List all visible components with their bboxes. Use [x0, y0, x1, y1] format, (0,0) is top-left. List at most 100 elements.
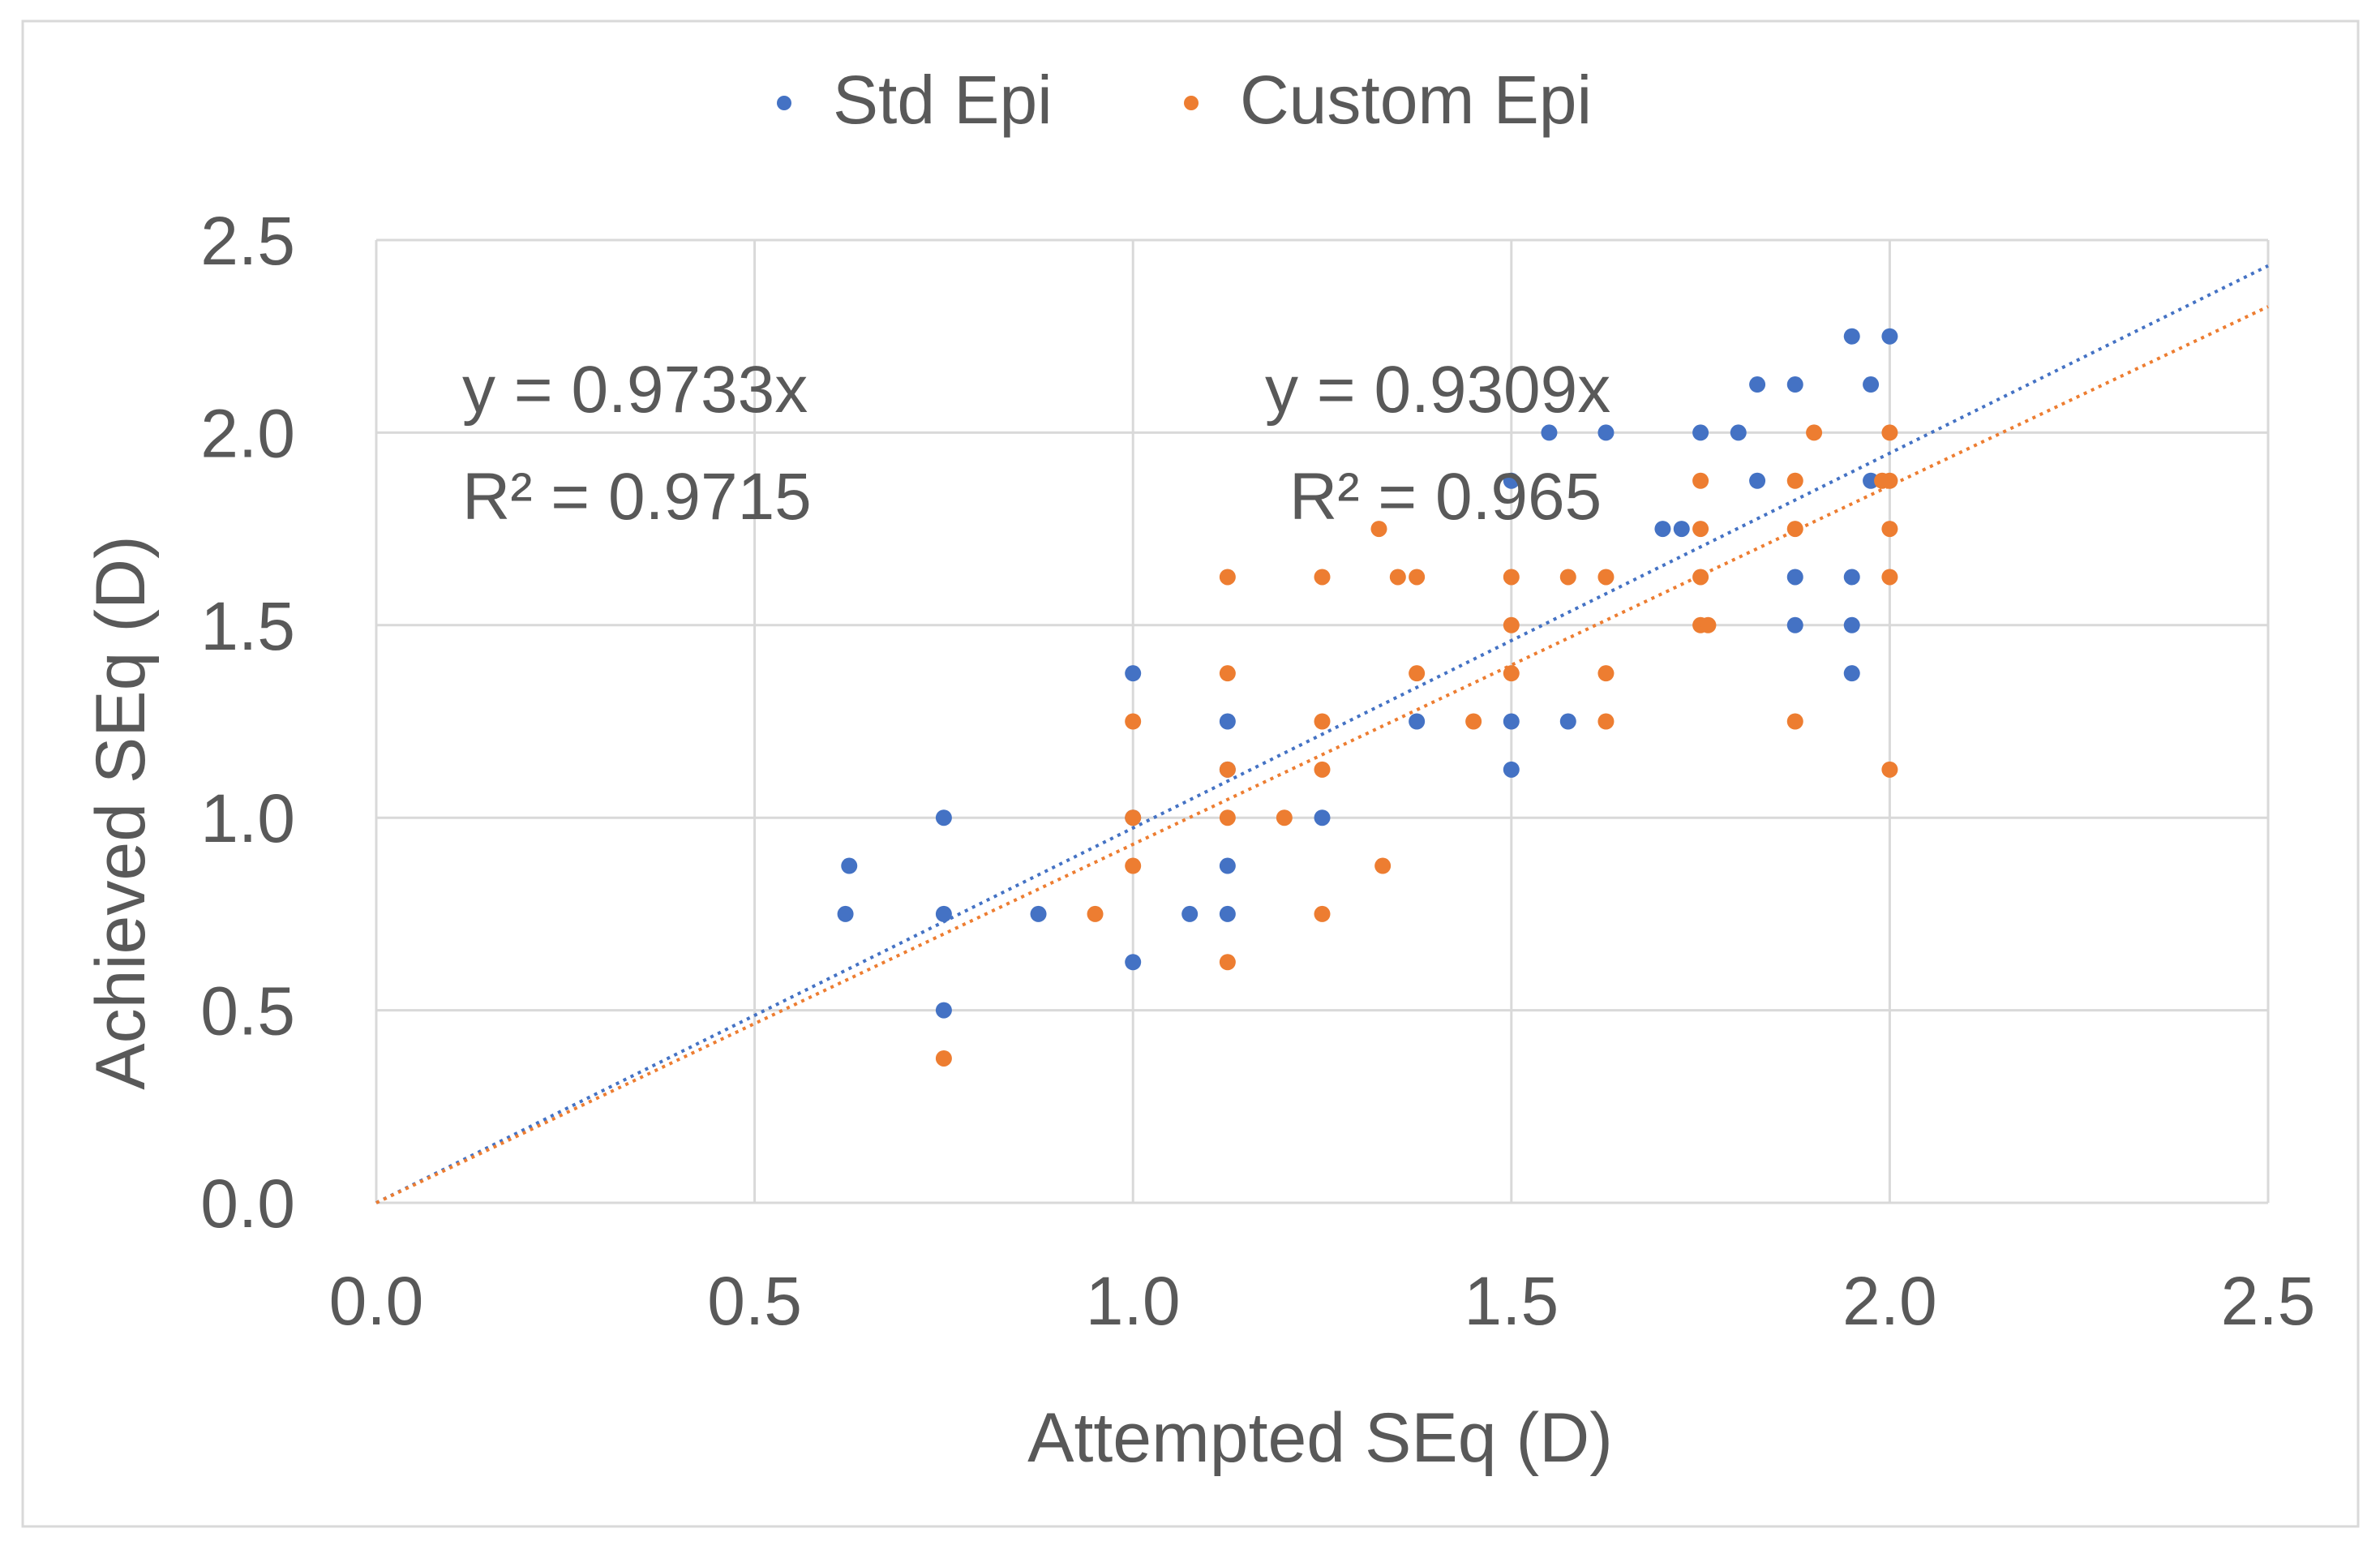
point-std-epi [1843, 665, 1860, 682]
point-custom-epi [1374, 857, 1392, 874]
point-custom-epi [1874, 472, 1891, 489]
x-axis-title: Attempted SEq (D) [1027, 1399, 1613, 1477]
point-custom-epi [1786, 713, 1803, 730]
point-std-epi [1749, 376, 1766, 393]
point-custom-epi [1409, 665, 1426, 682]
legend-label-std-epi: Std Epi [833, 62, 1053, 138]
legend: Std Epi Custom Epi [777, 62, 1592, 138]
point-std-epi [1030, 905, 1047, 922]
point-custom-epi [1503, 665, 1520, 682]
x-tick-label: 0.5 [707, 1263, 802, 1339]
point-custom-epi [1692, 521, 1709, 538]
point-std-epi [1843, 569, 1860, 586]
point-std-epi [1597, 424, 1615, 441]
point-custom-epi [1692, 569, 1709, 586]
point-custom-epi [1806, 424, 1823, 441]
point-custom-epi [1503, 616, 1520, 633]
legend-marker-custom-epi [1184, 96, 1199, 110]
legend-marker-std-epi [777, 96, 791, 110]
y-tick-label: 2.5 [200, 203, 295, 279]
point-custom-epi [1314, 713, 1331, 730]
point-custom-epi [1370, 521, 1387, 538]
point-custom-epi [1125, 713, 1142, 730]
point-custom-epi [1314, 761, 1331, 778]
x-tick-label: 2.5 [2221, 1263, 2316, 1339]
point-custom-epi [1692, 472, 1709, 489]
point-std-epi [1786, 616, 1803, 633]
x-tick-label: 0.0 [329, 1263, 424, 1339]
point-custom-epi [1314, 905, 1331, 922]
point-std-epi [1503, 472, 1520, 489]
data-points [837, 328, 1898, 1067]
point-std-epi [1654, 521, 1671, 538]
point-std-epi [1843, 616, 1860, 633]
point-custom-epi [1597, 569, 1615, 586]
y-axis-title: Achieved SEq (D) [82, 535, 160, 1090]
x-tick-label: 1.0 [1086, 1263, 1181, 1339]
point-custom-epi [1597, 665, 1615, 682]
point-std-epi [1219, 857, 1236, 874]
trendline-std-epi [375, 264, 2269, 1204]
point-custom-epi [1559, 569, 1576, 586]
point-std-epi [1219, 905, 1236, 922]
point-std-epi [1559, 713, 1576, 730]
point-custom-epi [1087, 905, 1104, 922]
axes: 0.0 0.5 1.0 1.5 2.0 2.5 0.0 0.5 1.0 1.5 2.0 2.5 [200, 203, 2315, 1339]
std-epi-r-squared: R² = 0.9715 [462, 460, 812, 534]
point-custom-epi [1219, 665, 1236, 682]
point-custom-epi [1786, 521, 1803, 538]
point-custom-epi [1700, 616, 1717, 633]
point-custom-epi [1219, 809, 1236, 826]
point-std-epi [935, 1002, 952, 1019]
point-std-epi [1125, 954, 1142, 971]
point-custom-epi [1219, 761, 1236, 778]
point-custom-epi [1881, 521, 1898, 538]
point-custom-epi [1125, 809, 1142, 826]
point-std-epi [1730, 424, 1747, 441]
point-custom-epi [1409, 569, 1426, 586]
point-custom-epi [1465, 713, 1482, 730]
point-custom-epi [1276, 809, 1293, 826]
point-custom-epi [1503, 569, 1520, 586]
point-custom-epi [1881, 424, 1898, 441]
point-std-epi [1503, 713, 1520, 730]
custom-epi-r-squared: R² = 0.965 [1289, 460, 1602, 534]
trendlines [375, 264, 2269, 1204]
x-tick-label: 1.5 [1464, 1263, 1559, 1339]
point-std-epi [935, 905, 952, 922]
trendline-custom-epi [375, 305, 2269, 1204]
point-custom-epi [1786, 472, 1803, 489]
point-std-epi [1692, 424, 1709, 441]
point-std-epi [1541, 424, 1558, 441]
point-std-epi [1863, 376, 1880, 393]
point-custom-epi [1219, 954, 1236, 971]
point-custom-epi [1314, 569, 1331, 586]
y-tick-label: 1.0 [200, 780, 295, 856]
custom-epi-equation: y = 0.9309x [1265, 353, 1610, 427]
point-custom-epi [935, 1050, 952, 1067]
chart-border [21, 19, 2360, 1528]
annotations: y = 0.9733x R² = 0.9715 y = 0.9309x R² =… [462, 353, 1610, 534]
point-custom-epi [1881, 761, 1898, 778]
point-std-epi [935, 809, 952, 826]
point-std-epi [1881, 328, 1898, 345]
point-std-epi [837, 905, 854, 922]
point-std-epi [1409, 713, 1426, 730]
point-std-epi [1125, 665, 1142, 682]
legend-label-custom-epi: Custom Epi [1240, 62, 1592, 138]
point-std-epi [1863, 472, 1880, 489]
point-custom-epi [1219, 569, 1236, 586]
point-std-epi [1181, 905, 1199, 922]
y-tick-label: 0.0 [200, 1166, 295, 1242]
point-std-epi [1314, 809, 1331, 826]
point-custom-epi [1389, 569, 1406, 586]
point-std-epi [1786, 376, 1803, 393]
y-tick-label: 2.0 [200, 395, 295, 471]
x-tick-label: 2.0 [1842, 1263, 1937, 1339]
std-epi-equation: y = 0.9733x [462, 353, 808, 427]
point-custom-epi [1881, 569, 1898, 586]
point-custom-epi [1125, 857, 1142, 874]
point-std-epi [1749, 472, 1766, 489]
